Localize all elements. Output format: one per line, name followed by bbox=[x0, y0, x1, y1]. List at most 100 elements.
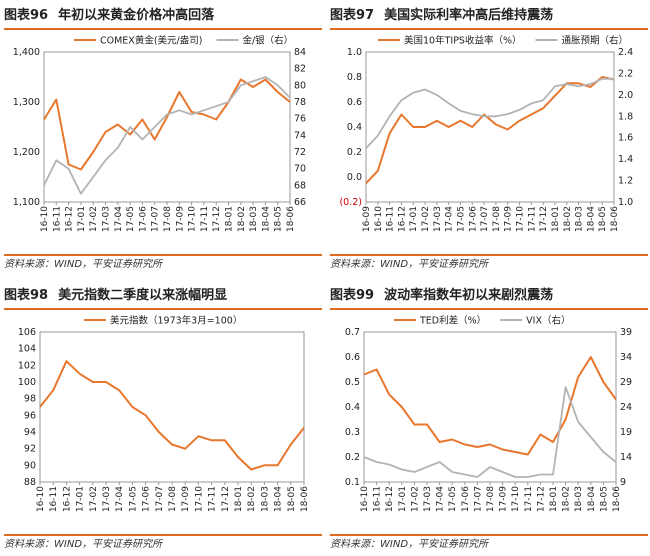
x-axis-tick-label: 16-11 bbox=[386, 206, 396, 232]
x-axis-tick-label: 17-05 bbox=[126, 206, 136, 232]
x-axis-tick-label: 16-12 bbox=[65, 206, 75, 232]
x-axis-tick-label: 17-09 bbox=[181, 486, 191, 512]
right-axis-tick-label: 19 bbox=[620, 427, 632, 438]
right-axis-tick-label: 1.8 bbox=[618, 111, 633, 122]
x-axis-tick-label: 18-06 bbox=[300, 486, 310, 512]
x-axis-tick-label: 17-12 bbox=[539, 206, 549, 232]
x-axis-tick-label: 17-12 bbox=[221, 486, 231, 512]
x-axis-tick-label: 18-05 bbox=[274, 206, 284, 232]
left-axis-tick-label: 0.6 bbox=[347, 97, 362, 108]
left-axis-tick-label: 0.6 bbox=[345, 352, 360, 363]
right-axis-tick-label: 1.6 bbox=[618, 133, 633, 144]
x-axis-tick-label: 17-01 bbox=[409, 206, 419, 232]
x-axis-tick-label: 16-10 bbox=[360, 486, 370, 512]
x-axis-tick-label: 17-06 bbox=[468, 206, 478, 232]
left-axis-tick-label: 1,400 bbox=[13, 47, 40, 58]
right-axis-tick-label: 72 bbox=[294, 147, 306, 158]
x-axis-tick-label: 17-04 bbox=[115, 486, 125, 512]
x-axis-tick-label: 17-02 bbox=[89, 206, 99, 232]
chart-panel-96: 图表96 年初以来黄金价格冲高回落 1,100 1,200 1,300 1,400 66 6… bbox=[4, 4, 322, 274]
x-axis-tick-label: 17-04 bbox=[436, 486, 446, 512]
right-axis-tick-label: 2.0 bbox=[618, 90, 633, 101]
series-line-2 bbox=[363, 386, 617, 478]
x-axis-tick-label: 18-04 bbox=[587, 486, 597, 512]
left-axis-tick-label: 106 bbox=[18, 327, 36, 338]
left-axis-tick-label: 0.3 bbox=[345, 427, 360, 438]
x-axis-tick-label: 17-05 bbox=[456, 206, 466, 232]
chart-number: 图表96 bbox=[4, 8, 49, 23]
x-axis-tick-label: 17-05 bbox=[448, 486, 458, 512]
x-axis-tick-label: 17-07 bbox=[473, 486, 483, 512]
source-note: 资料来源：WIND，平安证券研究所 bbox=[330, 534, 648, 554]
x-axis-tick-label: 18-06 bbox=[610, 206, 620, 232]
x-axis-tick-label: 18-03 bbox=[574, 486, 584, 512]
series-line-2 bbox=[43, 76, 291, 195]
left-axis-tick-label: 0.2 bbox=[347, 147, 362, 158]
legend-label-2: VIX（右） bbox=[526, 315, 570, 327]
chart-96-svg: 1,100 1,200 1,300 1,400 66 68 70 72 74 76 78 80 82 84… bbox=[13, 35, 306, 233]
x-axis-tick-label: 17-04 bbox=[114, 206, 124, 232]
left-axis-tick-label: 104 bbox=[18, 344, 36, 355]
x-axis-tick-label: 17-03 bbox=[102, 206, 112, 232]
chart-panel-99: 图表99 波动率指数年初以来剧烈震荡 0.1 0.2 0.3 0.4 0.5 0.6 0.7 9… bbox=[330, 284, 648, 554]
x-axis-tick-label: 17-02 bbox=[89, 486, 99, 512]
legend-label-1: TED利差（%） bbox=[419, 315, 486, 327]
legend-label-1: COMEX黄金(美元/盎司) bbox=[100, 35, 202, 47]
x-axis-tick-label: 17-02 bbox=[421, 206, 431, 232]
chart-98-svg: 88 90 92 94 96 98 100 102 104 106 16-10 16-11 16-12 1… bbox=[18, 315, 310, 513]
left-axis-tick-label: 98 bbox=[24, 394, 36, 405]
x-axis-tick-label: 17-03 bbox=[423, 486, 433, 512]
source-note: 资料来源：WIND，平安证券研究所 bbox=[330, 254, 648, 274]
x-axis-tick-label: 17-08 bbox=[486, 486, 496, 512]
right-axis-tick-label: 74 bbox=[294, 130, 306, 141]
left-axis-tick-label: 0.5 bbox=[345, 377, 360, 388]
chart-number: 图表99 bbox=[330, 288, 375, 303]
x-axis-tick-label: 17-02 bbox=[410, 486, 420, 512]
right-axis-tick-label: 80 bbox=[294, 80, 306, 91]
series-line-1 bbox=[365, 76, 615, 184]
x-axis-tick-label: 18-04 bbox=[274, 486, 284, 512]
x-axis-tick-label: 17-03 bbox=[102, 486, 112, 512]
right-axis-tick-label: 39 bbox=[620, 327, 632, 338]
x-axis-tick-label: 16-12 bbox=[397, 206, 407, 232]
right-axis-tick-label: 66 bbox=[294, 197, 306, 208]
left-axis-tick-label: 1.0 bbox=[347, 47, 362, 58]
x-axis-tick-label: 18-01 bbox=[549, 486, 559, 512]
series-line-1 bbox=[39, 360, 305, 471]
chart-heading: 波动率指数年初以来剧烈震荡 bbox=[384, 288, 554, 303]
x-axis-tick-label: 18-02 bbox=[563, 206, 573, 232]
source-note: 资料来源：WIND，平安证券研究所 bbox=[4, 534, 322, 554]
chart-heading: 年初以来黄金价格冲高回落 bbox=[58, 8, 215, 23]
x-axis-tick-label: 17-06 bbox=[142, 486, 152, 512]
x-axis-tick-label: 17-11 bbox=[200, 206, 210, 232]
x-axis-tick-label: 16-12 bbox=[62, 486, 72, 512]
right-axis-tick-label: 24 bbox=[620, 402, 632, 413]
x-axis-tick-label: 18-03 bbox=[249, 206, 259, 232]
series-line-1 bbox=[43, 78, 291, 171]
right-axis-tick-label: 9 bbox=[620, 477, 626, 488]
x-axis-tick-label: 17-08 bbox=[492, 206, 502, 232]
legend-label-2: 金/银（右） bbox=[242, 35, 293, 47]
x-axis-tick-label: 17-07 bbox=[480, 206, 490, 232]
x-axis-tick-label: 17-09 bbox=[504, 206, 514, 232]
x-axis-tick-label: 18-01 bbox=[234, 486, 244, 512]
x-axis-tick-label: 17-05 bbox=[128, 486, 138, 512]
x-axis-tick-label: 18-02 bbox=[562, 486, 572, 512]
x-axis-tick-label: 17-01 bbox=[76, 486, 86, 512]
x-axis-tick-label: 16-09 bbox=[362, 206, 372, 232]
x-axis-tick-label: 17-12 bbox=[536, 486, 546, 512]
chart-title: 图表99 波动率指数年初以来剧烈震荡 bbox=[330, 284, 648, 310]
x-axis-tick-label: 18-01 bbox=[225, 206, 235, 232]
x-axis-tick-label: 17-03 bbox=[433, 206, 443, 232]
x-axis-tick-label: 18-04 bbox=[261, 206, 271, 232]
series-line-1 bbox=[363, 356, 617, 456]
right-axis-tick-label: 1.2 bbox=[618, 176, 633, 187]
plot-frame bbox=[39, 331, 305, 483]
chart-number: 图表98 bbox=[4, 288, 49, 303]
x-axis-tick-label: 18-06 bbox=[286, 206, 296, 232]
x-axis-tick-label: 18-02 bbox=[237, 206, 247, 232]
x-axis-tick-label: 17-11 bbox=[208, 486, 218, 512]
left-axis-tick-label: 0.0 bbox=[347, 172, 362, 183]
x-axis-tick-label: 17-10 bbox=[194, 486, 204, 512]
